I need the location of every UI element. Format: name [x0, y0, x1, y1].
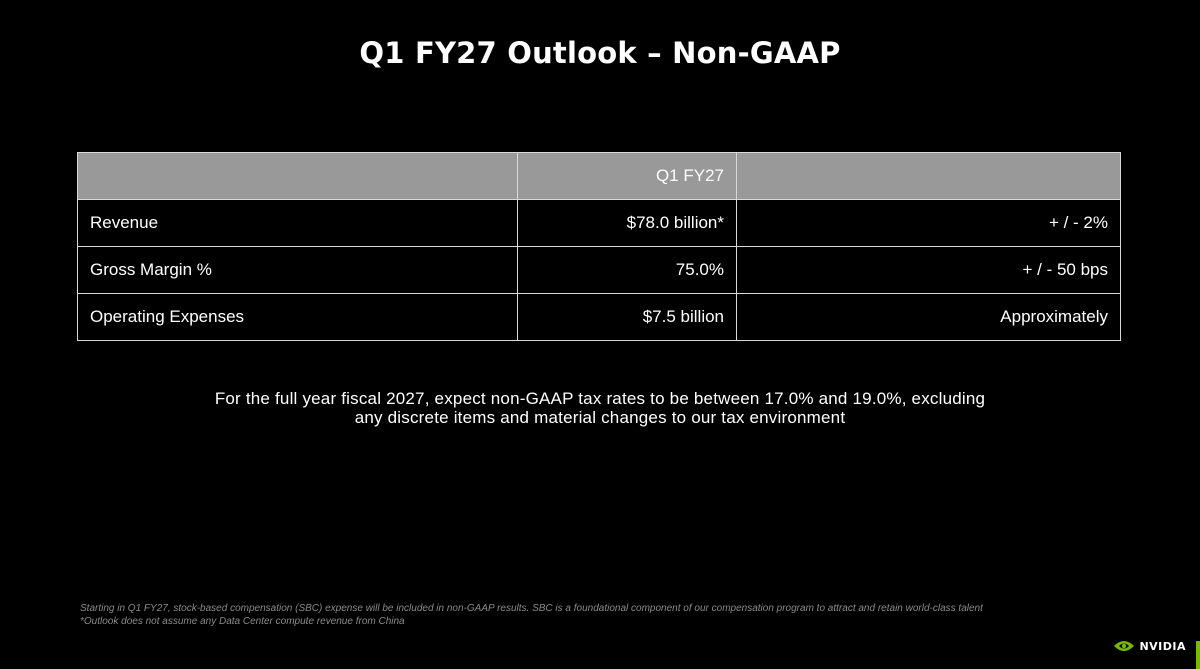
footnote-china: *Outlook does not assume any Data Center…	[80, 616, 405, 627]
outlook-table: Q1 FY27 Revenue $78.0 billion* + / - 2% …	[77, 152, 1121, 341]
accent-bar	[1196, 641, 1200, 669]
nvidia-eye-icon	[1114, 641, 1135, 651]
header-cell-period: Q1 FY27	[517, 152, 737, 200]
nvidia-logo: NVIDIA	[1113, 639, 1186, 653]
row-value: 75.0%	[517, 246, 737, 294]
row-range: + / - 2%	[736, 199, 1121, 247]
footnotes: Starting in Q1 FY27, stock-based compens…	[80, 602, 983, 628]
row-range: + / - 50 bps	[736, 246, 1121, 294]
brand-name: NVIDIA	[1139, 639, 1186, 653]
tax-rate-note: For the full year fiscal 2027, expect no…	[0, 389, 1200, 427]
page-title: Q1 FY27 Outlook – Non-GAAP	[359, 36, 841, 70]
row-metric: Operating Expenses	[77, 293, 518, 341]
tax-rate-note-line-1: For the full year fiscal 2027, expect no…	[214, 389, 986, 408]
tax-rate-note-line-2: any discrete items and material changes …	[354, 408, 846, 427]
row-value: $7.5 billion	[517, 293, 737, 341]
footnote-sbc: Starting in Q1 FY27, stock-based compens…	[80, 603, 983, 614]
row-metric: Gross Margin %	[77, 246, 518, 294]
row-metric: Revenue	[77, 199, 518, 247]
table-row: Gross Margin % 75.0% + / - 50 bps	[77, 246, 1121, 294]
table-row: Operating Expenses $7.5 billion Approxim…	[77, 293, 1121, 341]
table-row: Revenue $78.0 billion* + / - 2%	[77, 199, 1121, 247]
header-cell-range	[736, 152, 1121, 200]
row-range: Approximately	[736, 293, 1121, 341]
header-cell-metric	[77, 152, 518, 200]
row-value: $78.0 billion*	[517, 199, 737, 247]
table-header-row: Q1 FY27	[77, 152, 1121, 200]
